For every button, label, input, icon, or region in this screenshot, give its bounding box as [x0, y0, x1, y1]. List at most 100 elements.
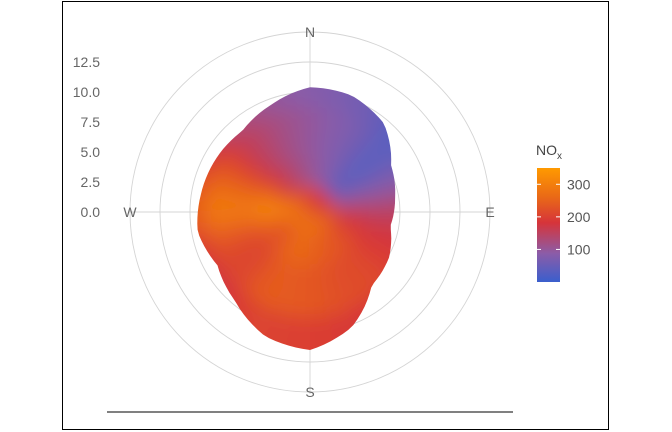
- heat-cell: [332, 221, 365, 242]
- heat-cell: [434, 156, 471, 190]
- heat-cell: [440, 184, 473, 214]
- heat-cell: [409, 230, 445, 260]
- legend-colorbar: [537, 168, 560, 282]
- heat-cell: [278, 211, 310, 218]
- heat-cell: [310, 191, 338, 212]
- chart-frame: [62, 1, 609, 430]
- heat-cell: [332, 183, 365, 204]
- heat-cell: [197, 277, 209, 317]
- heat-cell: [289, 212, 310, 239]
- heat-cell: [197, 210, 206, 236]
- heat-cell: [310, 181, 321, 212]
- heat-cell: [378, 239, 396, 268]
- heat-cell: [376, 87, 396, 112]
- heat-cell: [310, 101, 331, 135]
- r-tick-label: 10.0: [73, 84, 100, 100]
- heat-cell: [359, 221, 393, 242]
- heat-cell: [409, 165, 445, 194]
- heat-cell: [285, 315, 310, 349]
- heat-cell: [281, 157, 302, 190]
- heat-cell: [424, 130, 464, 168]
- heat-cell: [410, 278, 451, 318]
- heat-cell: [280, 196, 310, 212]
- r-tick-label: 2.5: [81, 174, 101, 190]
- heat-cell: [280, 234, 301, 267]
- heat-cell: [201, 225, 236, 250]
- heat-cell: [156, 256, 196, 294]
- direction-label-s: S: [305, 384, 314, 400]
- heat-cell: [299, 238, 310, 270]
- heat-cell: [197, 164, 212, 194]
- heat-cell: [332, 87, 368, 89]
- heat-cell: [328, 87, 358, 114]
- heat-cell: [310, 185, 331, 212]
- heat-cell: [283, 191, 310, 212]
- heat-cell: [226, 196, 259, 212]
- color-legend: NOx 100 200 300: [536, 142, 591, 282]
- heat-cell: [310, 201, 341, 212]
- heat-cell: [252, 335, 288, 350]
- r-tick-label: 5.0: [81, 144, 101, 160]
- heat-cell: [149, 234, 186, 268]
- heat-cell: [197, 229, 211, 259]
- heat-cell: [434, 235, 471, 269]
- heat-cell: [361, 212, 394, 228]
- heat-cell: [310, 212, 331, 240]
- heat-cell: [255, 182, 288, 203]
- heat-cell: [254, 87, 289, 88]
- heat-cell: [310, 212, 334, 237]
- heat-cell: [384, 174, 396, 199]
- heat-cell: [289, 236, 306, 269]
- heat-cell: [199, 211, 232, 232]
- r-tick-label: 12.5: [73, 54, 100, 70]
- heat-cell: [331, 336, 366, 350]
- legend-tick-label: 300: [567, 176, 591, 192]
- heat-cell: [281, 129, 302, 163]
- heat-cell: [308, 342, 339, 350]
- heat-cell: [319, 129, 340, 163]
- heat-cell: [253, 191, 286, 208]
- heat-cell: [226, 211, 258, 227]
- heat-cell: [310, 128, 326, 161]
- heat-cell: [294, 212, 310, 242]
- heat-cell: [290, 101, 311, 134]
- heat-cell: [197, 106, 210, 146]
- heat-cell: [411, 107, 452, 147]
- heat-cell: [228, 87, 266, 98]
- heat-cell: [310, 182, 326, 212]
- heat-cell: [310, 212, 340, 228]
- heat-cell: [299, 181, 310, 212]
- heat-cell: [314, 155, 331, 188]
- heat-cell: [280, 261, 301, 295]
- heat-cell: [282, 212, 310, 233]
- heat-cell: [295, 128, 311, 160]
- heat-cell: [377, 279, 396, 318]
- heat-cell: [255, 220, 288, 241]
- heat-cell: [201, 173, 236, 199]
- direction-label-e: E: [485, 204, 494, 220]
- heat-cell: [279, 212, 310, 223]
- polar-axis-labels: 0.0 2.5 5.0 7.5 10.0 12.5 N E S W: [73, 24, 495, 400]
- heat-cell: [157, 129, 197, 167]
- heat-cell: [309, 238, 320, 270]
- heat-cell: [402, 144, 440, 177]
- heat-cell: [147, 211, 180, 241]
- heat-cell: [205, 87, 245, 111]
- heat-cell: [294, 263, 310, 296]
- heat-cell: [362, 197, 394, 213]
- heat-cell: [309, 212, 316, 244]
- heat-cell: [440, 212, 473, 242]
- heat-cell: [310, 196, 340, 212]
- heat-cell: [149, 155, 186, 189]
- heat-cell: [334, 216, 367, 233]
- heat-cell: [336, 212, 368, 223]
- heat-cell: [310, 188, 335, 212]
- heat-cell: [401, 248, 439, 281]
- heat-cell: [319, 157, 340, 190]
- direction-label-w: W: [123, 204, 137, 220]
- heat-cell: [286, 187, 310, 212]
- heat-cell: [318, 261, 339, 295]
- heat-cell: [378, 156, 396, 186]
- heat-cell: [370, 141, 396, 173]
